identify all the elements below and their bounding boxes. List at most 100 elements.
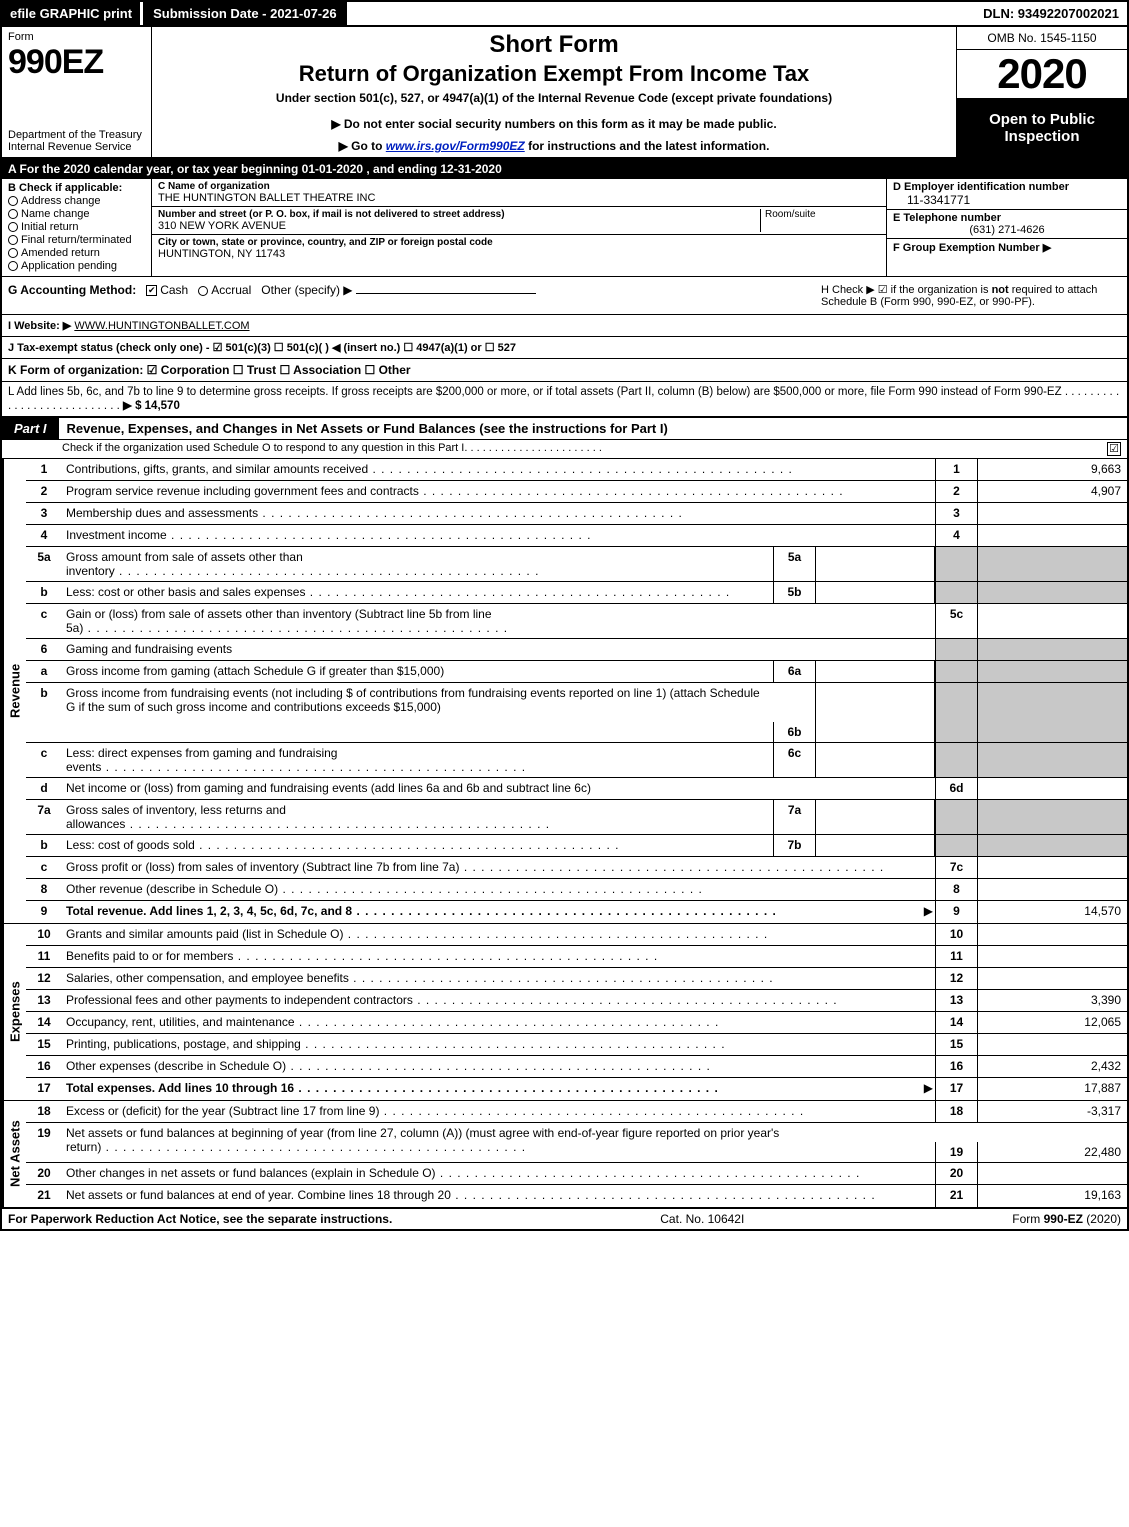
city-value: HUNTINGTON, NY 11743 [158, 248, 880, 260]
check-o-text: Check if the organization used Schedule … [62, 442, 464, 456]
ein-value: 11-3341771 [893, 193, 1121, 207]
part-1-title: Revenue, Expenses, and Changes in Net As… [59, 421, 1127, 436]
line-11-desc: Benefits paid to or for members [62, 946, 935, 967]
h-schedule-b: H Check ▶ ☑ if the organization is not r… [821, 283, 1121, 308]
g-label: G Accounting Method: [8, 283, 136, 297]
line-5a-val [815, 547, 935, 581]
line-3-val [977, 503, 1127, 524]
e-label: E Telephone number [893, 212, 1121, 224]
i-label: I Website: ▶ [8, 320, 71, 332]
dept-line-2: Internal Revenue Service [8, 141, 145, 153]
line-5c-val [977, 604, 1127, 638]
line-15-val [977, 1034, 1127, 1055]
c-name-label: C Name of organization [158, 181, 880, 192]
chk-application-pending[interactable]: Application pending [8, 260, 145, 272]
col-c-org-info: C Name of organization THE HUNTINGTON BA… [152, 179, 887, 276]
line-7a-val [815, 800, 935, 834]
do-not-enter: ▶ Do not enter social security numbers o… [160, 117, 948, 131]
chk-accrual[interactable] [198, 286, 208, 296]
expenses-section: Expenses 10Grants and similar amounts pa… [2, 924, 1127, 1101]
line-3-desc: Membership dues and assessments [62, 503, 935, 524]
line-20-desc: Other changes in net assets or fund bala… [62, 1163, 935, 1184]
row-i-website: I Website: ▶ WWW.HUNTINGTONBALLET.COM [2, 315, 1127, 337]
tax-year: 2020 [957, 50, 1127, 98]
header-mid: Short Form Return of Organization Exempt… [152, 27, 957, 157]
line-6a-val [815, 661, 935, 682]
net-assets-tab: Net Assets [2, 1101, 26, 1207]
chk-amended-return[interactable]: Amended return [8, 247, 145, 259]
chk-address-change[interactable]: Address change [8, 195, 145, 207]
goto-pre: ▶ Go to [339, 139, 386, 153]
line-5a-desc: Gross amount from sale of assets other t… [62, 547, 773, 581]
org-name: THE HUNTINGTON BALLET THEATRE INC [158, 192, 880, 204]
submission-date: Submission Date - 2021-07-26 [140, 2, 350, 25]
check-o-box[interactable]: ☑ [1107, 442, 1121, 456]
chk-cash[interactable] [146, 285, 157, 296]
line-19-desc: Net assets or fund balances at beginning… [62, 1123, 935, 1162]
expenses-tab: Expenses [2, 924, 26, 1100]
line-7a-desc: Gross sales of inventory, less returns a… [62, 800, 773, 834]
section-b-c-def: B Check if applicable: Address change Na… [2, 179, 1127, 277]
l-text: L Add lines 5b, 6c, and 7b to line 9 to … [8, 386, 1062, 398]
telephone-value: (631) 271-4626 [893, 224, 1121, 236]
short-form-title: Short Form [160, 31, 948, 59]
form-number: 990EZ [8, 43, 145, 82]
line-10-desc: Grants and similar amounts paid (list in… [62, 924, 935, 945]
line-17-desc: Total expenses. Add lines 10 through 16 [62, 1078, 915, 1100]
chk-name-change[interactable]: Name change [8, 208, 145, 220]
line-16-val: 2,432 [977, 1056, 1127, 1077]
line-14-desc: Occupancy, rent, utilities, and maintena… [62, 1012, 935, 1033]
line-21-val: 19,163 [977, 1185, 1127, 1207]
line-7b-desc: Less: cost of goods sold [62, 835, 773, 856]
dln: DLN: 93492207002021 [975, 2, 1127, 25]
page-footer: For Paperwork Reduction Act Notice, see … [2, 1207, 1127, 1229]
website-value: WWW.HUNTINGTONBALLET.COM [74, 320, 249, 332]
line-5b-val [815, 582, 935, 603]
part-1-check-o: Check if the organization used Schedule … [2, 440, 1127, 459]
goto-link[interactable]: www.irs.gov/Form990EZ [386, 139, 525, 153]
header-left: Form 990EZ Department of the Treasury In… [2, 27, 152, 157]
line-15-desc: Printing, publications, postage, and shi… [62, 1034, 935, 1055]
footer-form-ref: Form 990-EZ (2020) [1012, 1212, 1121, 1226]
line-8-val [977, 879, 1127, 900]
omb-number: OMB No. 1545-1150 [957, 27, 1127, 50]
line-18-val: -3,317 [977, 1101, 1127, 1122]
open-to-public: Open to Public Inspection [957, 98, 1127, 157]
line-6b-desc: Gross income from fundraising events (no… [62, 683, 773, 742]
topbar: efile GRAPHIC print Submission Date - 20… [2, 2, 1127, 27]
k-text: K Form of organization: ☑ Corporation ☐ … [8, 363, 411, 377]
line-6a-desc: Gross income from gaming (attach Schedul… [62, 661, 773, 682]
line-11-val [977, 946, 1127, 967]
line-9-val: 14,570 [977, 901, 1127, 923]
room-suite: Room/suite [760, 209, 880, 232]
city-label: City or town, state or province, country… [158, 237, 880, 248]
department: Department of the Treasury Internal Reve… [8, 129, 145, 153]
return-title: Return of Organization Exempt From Incom… [160, 61, 948, 87]
b-label: B Check if applicable: [8, 182, 145, 194]
spacer [350, 2, 976, 25]
line-19-val: 22,480 [977, 1142, 1127, 1162]
line-14-val: 12,065 [977, 1012, 1127, 1033]
revenue-tab: Revenue [2, 459, 26, 923]
net-assets-section: Net Assets 18Excess or (deficit) for the… [2, 1101, 1127, 1207]
header: Form 990EZ Department of the Treasury In… [2, 27, 1127, 159]
line-21-desc: Net assets or fund balances at end of ye… [62, 1185, 935, 1207]
line-20-val [977, 1163, 1127, 1184]
row-k-form-of-org: K Form of organization: ☑ Corporation ☐ … [2, 359, 1127, 382]
f-label: F Group Exemption Number ▶ [893, 241, 1121, 254]
footer-cat-no: Cat. No. 10642I [392, 1212, 1012, 1226]
footer-left: For Paperwork Reduction Act Notice, see … [8, 1212, 392, 1226]
e-telephone: E Telephone number (631) 271-4626 [887, 210, 1127, 239]
other-specify-input[interactable] [356, 293, 536, 294]
line-18-desc: Excess or (deficit) for the year (Subtra… [62, 1101, 935, 1122]
col-b-check-applicable: B Check if applicable: Address change Na… [2, 179, 152, 276]
line-9-desc: Total revenue. Add lines 1, 2, 3, 4, 5c,… [62, 901, 915, 923]
chk-initial-return[interactable]: Initial return [8, 221, 145, 233]
j-text: J Tax-exempt status (check only one) - ☑… [8, 342, 516, 354]
col-def: D Employer identification number 11-3341… [887, 179, 1127, 276]
line-7b-val [815, 835, 935, 856]
line-5b-desc: Less: cost or other basis and sales expe… [62, 582, 773, 603]
chk-final-return[interactable]: Final return/terminated [8, 234, 145, 246]
line-17-val: 17,887 [977, 1078, 1127, 1100]
row-j-tax-exempt: J Tax-exempt status (check only one) - ☑… [2, 337, 1127, 359]
